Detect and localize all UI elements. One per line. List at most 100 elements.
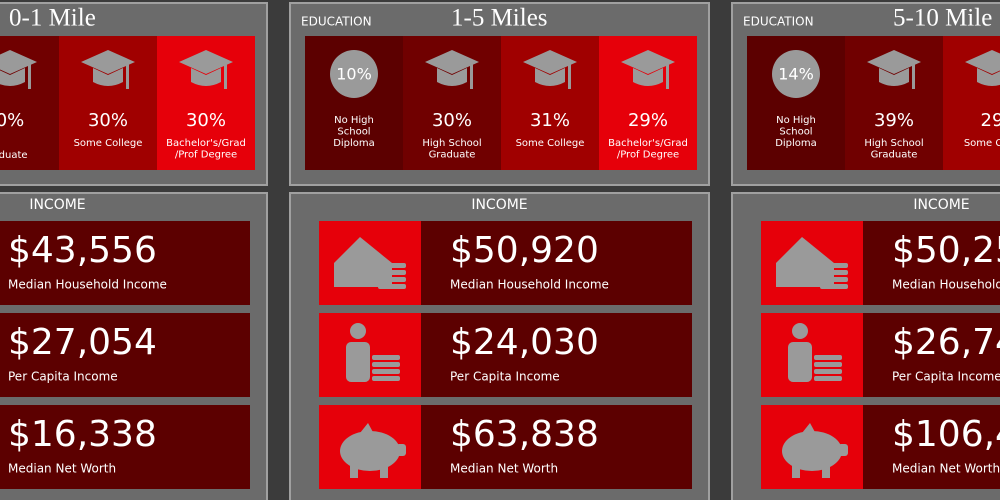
education-label-line: Diploma: [775, 138, 817, 149]
head: [350, 323, 366, 339]
leg: [350, 464, 358, 478]
house-icon: [776, 237, 848, 289]
cap-top: [179, 50, 233, 74]
income-title: INCOME: [29, 197, 85, 213]
tassel: [28, 63, 31, 89]
education-label-line: Diploma: [333, 138, 375, 149]
income-value: $106,4: [892, 414, 1000, 455]
cap-base: [437, 68, 467, 86]
cap-top: [621, 50, 675, 74]
income-value: $16,338: [8, 414, 157, 455]
education-percent: 30%: [186, 110, 226, 131]
coin: [378, 263, 406, 268]
leg: [380, 464, 388, 478]
cap-base: [633, 68, 663, 86]
income-value: $63,838: [450, 414, 599, 455]
graduation-cap-icon: [523, 50, 577, 89]
education-percent: 30%: [432, 110, 472, 131]
education-label-line: Graduate: [871, 150, 918, 161]
income-label: Median Net Worth: [450, 462, 558, 476]
leg: [792, 464, 800, 478]
education-label-line: Some Colle: [964, 138, 1000, 149]
pig-body: [782, 431, 842, 471]
income-title: INCOME: [471, 197, 527, 213]
coin: [378, 270, 406, 275]
panel-title: 5-10 Mile: [893, 5, 992, 32]
graduation-cap-icon: [867, 50, 921, 89]
tassel: [666, 63, 669, 89]
coin: [814, 369, 842, 374]
coin: [820, 284, 848, 289]
graduation-cap-icon: [81, 50, 135, 89]
education-label: EDUCATION: [743, 15, 814, 29]
body: [788, 342, 812, 382]
cap-base: [0, 68, 25, 86]
panel-title: 1-5 Miles: [451, 5, 548, 32]
cap-top: [0, 50, 37, 74]
coin: [820, 270, 848, 275]
coin: [820, 263, 848, 268]
education-label-line: School: [337, 127, 370, 138]
education-label-line: High School: [864, 138, 923, 149]
education-label-line: Bachelor's/Grad: [166, 138, 246, 149]
piggy-bank-icon: [340, 423, 406, 478]
income-label: Per Capita Income: [450, 370, 560, 384]
panel-title: 0-1 Mile: [9, 5, 96, 32]
piggy-bank-icon: [782, 423, 848, 478]
income-value: $43,556: [8, 230, 157, 271]
person-icon: [346, 323, 400, 382]
education-percent: 31%: [530, 110, 570, 131]
income-value-tile: [421, 221, 692, 305]
income-title: INCOME: [913, 197, 969, 213]
coin: [820, 277, 848, 282]
cap-top: [425, 50, 479, 74]
cap-base: [977, 68, 1000, 86]
tassel: [224, 63, 227, 89]
percent-circle: [330, 50, 378, 98]
income-value-tile: [863, 221, 1000, 305]
education-percent: 30%: [88, 110, 128, 131]
person-icon: [788, 323, 842, 382]
education-label-line: aduate: [0, 150, 28, 161]
income-label: Per Capita Income: [8, 370, 118, 384]
cap-top: [867, 50, 921, 74]
income-label: Median Household Income: [450, 278, 609, 292]
income-label: Median Household: [892, 278, 1000, 292]
income-label: Median Net Worth: [8, 462, 116, 476]
education-label-line: Some College: [74, 138, 143, 149]
education-label-line: Some College: [516, 138, 585, 149]
income-value: $24,030: [450, 322, 599, 363]
tassel: [470, 63, 473, 89]
cap-base: [191, 68, 221, 86]
income-value-tile: [863, 405, 1000, 489]
graduation-cap-icon: [965, 50, 1000, 86]
education-label-line: No High: [776, 115, 816, 126]
ear: [802, 423, 816, 434]
education-percent: 10%: [336, 65, 372, 84]
income-value-tile: [421, 405, 692, 489]
income-value: $50,25: [892, 230, 1000, 271]
snout: [396, 444, 406, 456]
body: [346, 342, 370, 382]
coin: [814, 355, 842, 360]
coin: [378, 277, 406, 282]
income-value: $50,920: [450, 230, 599, 271]
cap-base: [879, 68, 909, 86]
house: [334, 237, 392, 287]
income-value-tile: [863, 313, 1000, 397]
education-percent: 0%: [0, 110, 24, 131]
education-label: EDUCATION: [301, 15, 372, 29]
income-value-tile: [0, 405, 250, 489]
house-icon: [334, 237, 406, 289]
education-percent: 29: [981, 110, 1000, 131]
coin: [814, 362, 842, 367]
income-value: $27,054: [8, 322, 157, 363]
coin: [378, 284, 406, 289]
cap-top: [523, 50, 577, 74]
education-label-line: /Prof Degree: [617, 150, 679, 161]
head: [792, 323, 808, 339]
education-label-line: Bachelor's/Grad: [608, 138, 688, 149]
leg: [822, 464, 830, 478]
